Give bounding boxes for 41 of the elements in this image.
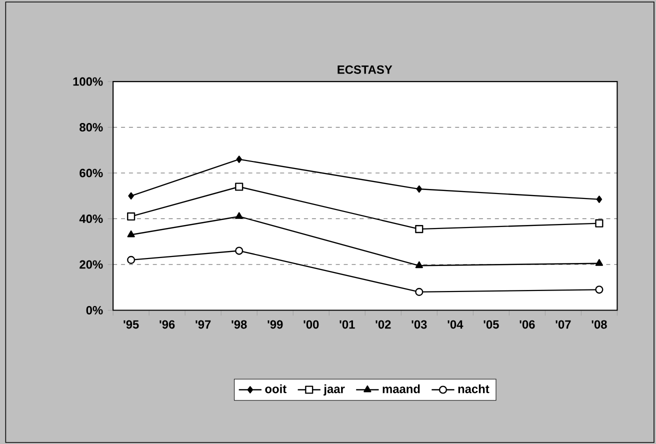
point [595,285,604,294]
point [415,261,423,268]
point [235,182,244,191]
legend-label: nacht [458,384,490,393]
point [127,230,135,237]
x-tick-label: '03 [412,320,427,328]
point [415,224,424,233]
point [595,219,604,228]
x-tick-label: '01 [340,320,355,328]
legend-label: jaar [324,384,345,396]
chart-title: ECSTASY [338,65,392,74]
y-tick-label: 80% [80,122,103,132]
point [127,212,136,220]
point [596,195,602,203]
y-tick-label: 60% [80,168,103,178]
x-tick-label: '96 [160,320,175,328]
y-tick-label: 0% [86,306,103,314]
x-tick-label: '00 [304,320,319,328]
point [416,185,422,192]
x-tick-label: '95 [124,320,139,328]
point [235,212,243,219]
x-tick-label: '06 [520,320,535,328]
point [127,256,136,264]
point [415,288,424,296]
x-tick-label: '97 [196,320,211,328]
point [236,155,242,163]
x-tick-label: '99 [268,320,283,328]
x-tick-label: '08 [592,320,607,328]
point [235,246,244,255]
y-tick-label: 20% [80,260,103,268]
point [128,192,134,200]
point [595,258,604,266]
x-tick-label: '05 [484,320,499,328]
legend-label: ooit [265,384,286,393]
y-tick-label: 40% [79,214,103,223]
x-tick-label: '98 [232,320,247,328]
x-tick-label: '02 [376,320,391,328]
legend-label: maand [382,384,420,393]
x-tick-label: '04 [448,320,464,328]
x-tick-label: '07 [556,320,571,328]
y-tick-label: 100% [73,77,103,86]
